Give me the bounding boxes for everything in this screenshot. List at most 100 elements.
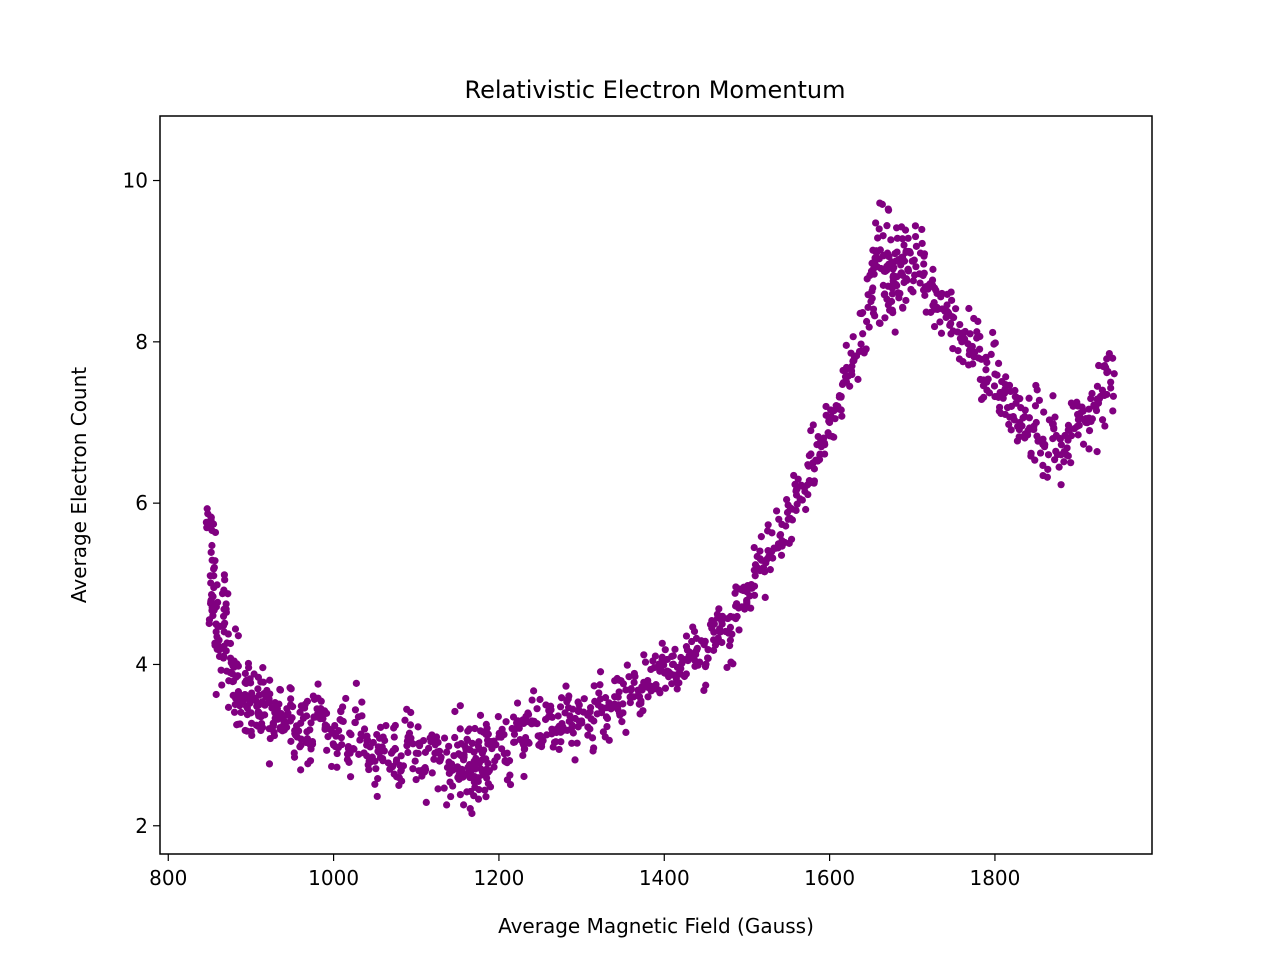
data-point xyxy=(1067,399,1075,407)
data-point xyxy=(1060,458,1068,466)
data-point xyxy=(810,465,818,473)
data-point xyxy=(946,321,954,329)
data-point xyxy=(250,670,258,678)
data-point xyxy=(528,696,536,704)
data-point xyxy=(578,717,586,725)
data-point xyxy=(837,392,845,401)
data-point xyxy=(956,321,964,329)
data-point xyxy=(584,731,592,739)
data-point xyxy=(700,686,708,695)
data-point xyxy=(1044,465,1052,473)
data-point xyxy=(487,741,495,749)
data-point xyxy=(557,694,566,702)
data-point xyxy=(559,723,567,731)
data-point xyxy=(1005,420,1013,429)
data-point xyxy=(750,543,758,552)
data-point xyxy=(867,297,875,306)
data-point xyxy=(842,341,850,349)
data-point xyxy=(226,639,235,648)
data-point xyxy=(306,741,315,749)
data-point xyxy=(980,393,988,401)
data-point xyxy=(1002,373,1010,381)
data-point xyxy=(899,303,907,311)
data-point xyxy=(390,733,398,741)
data-point xyxy=(788,516,797,524)
data-point xyxy=(296,743,304,751)
data-point xyxy=(218,681,226,689)
data-point xyxy=(506,780,515,789)
data-point xyxy=(258,719,266,728)
data-point xyxy=(644,676,652,685)
data-point xyxy=(428,731,436,739)
data-point xyxy=(460,801,468,809)
data-point xyxy=(291,726,299,735)
data-point xyxy=(466,805,474,813)
data-point xyxy=(1074,431,1082,439)
data-point xyxy=(346,773,355,781)
data-point xyxy=(232,673,240,681)
data-point xyxy=(898,235,907,243)
data-point xyxy=(1009,412,1017,421)
data-point xyxy=(1049,392,1057,400)
data-point xyxy=(476,727,485,735)
data-point xyxy=(792,491,801,499)
data-point xyxy=(471,724,479,733)
data-point xyxy=(1057,481,1065,489)
x-tick-label: 1600 xyxy=(804,866,855,890)
data-point xyxy=(454,773,462,782)
data-point xyxy=(468,739,476,747)
data-point xyxy=(537,743,546,751)
data-point xyxy=(419,736,428,745)
data-point xyxy=(208,541,216,550)
data-point xyxy=(230,708,239,716)
data-point xyxy=(904,234,912,242)
data-point xyxy=(307,719,315,727)
data-point xyxy=(1107,378,1115,386)
data-point xyxy=(326,725,335,734)
data-point xyxy=(902,296,910,305)
data-point xyxy=(486,783,495,791)
data-point xyxy=(883,249,892,257)
data-point xyxy=(874,234,882,242)
data-point xyxy=(1101,422,1109,430)
y-axis-label: Average Electron Count xyxy=(67,367,91,603)
data-point xyxy=(864,303,872,311)
data-point xyxy=(574,723,582,731)
data-point xyxy=(363,752,371,760)
data-point xyxy=(912,263,920,271)
data-point xyxy=(1044,451,1053,459)
data-point xyxy=(363,741,371,749)
data-point xyxy=(909,288,917,296)
data-point xyxy=(277,711,285,719)
data-point xyxy=(892,280,900,289)
data-point xyxy=(1045,416,1054,424)
data-point xyxy=(483,724,491,732)
data-point xyxy=(916,249,925,257)
data-point xyxy=(471,757,479,765)
data-point xyxy=(571,756,579,764)
data-point xyxy=(596,681,604,689)
data-point xyxy=(740,603,749,611)
data-point xyxy=(222,600,230,608)
data-point xyxy=(313,705,321,713)
data-point xyxy=(1109,354,1117,362)
data-point xyxy=(222,605,230,613)
data-point xyxy=(480,746,488,754)
data-point xyxy=(386,765,394,773)
data-point xyxy=(857,340,865,348)
data-point xyxy=(259,664,267,672)
data-point xyxy=(974,317,982,326)
data-point xyxy=(793,500,801,508)
data-point xyxy=(1056,434,1064,442)
data-point xyxy=(599,704,607,712)
data-point xyxy=(205,616,214,624)
data-point xyxy=(817,443,825,451)
data-point xyxy=(542,701,550,709)
data-point xyxy=(649,657,657,665)
data-point xyxy=(1043,473,1051,481)
data-point xyxy=(925,281,933,289)
data-point xyxy=(661,684,670,692)
y-axis-ticks: 2 4 6 8 10 xyxy=(123,169,160,838)
data-point xyxy=(870,264,878,272)
data-point xyxy=(693,644,701,652)
